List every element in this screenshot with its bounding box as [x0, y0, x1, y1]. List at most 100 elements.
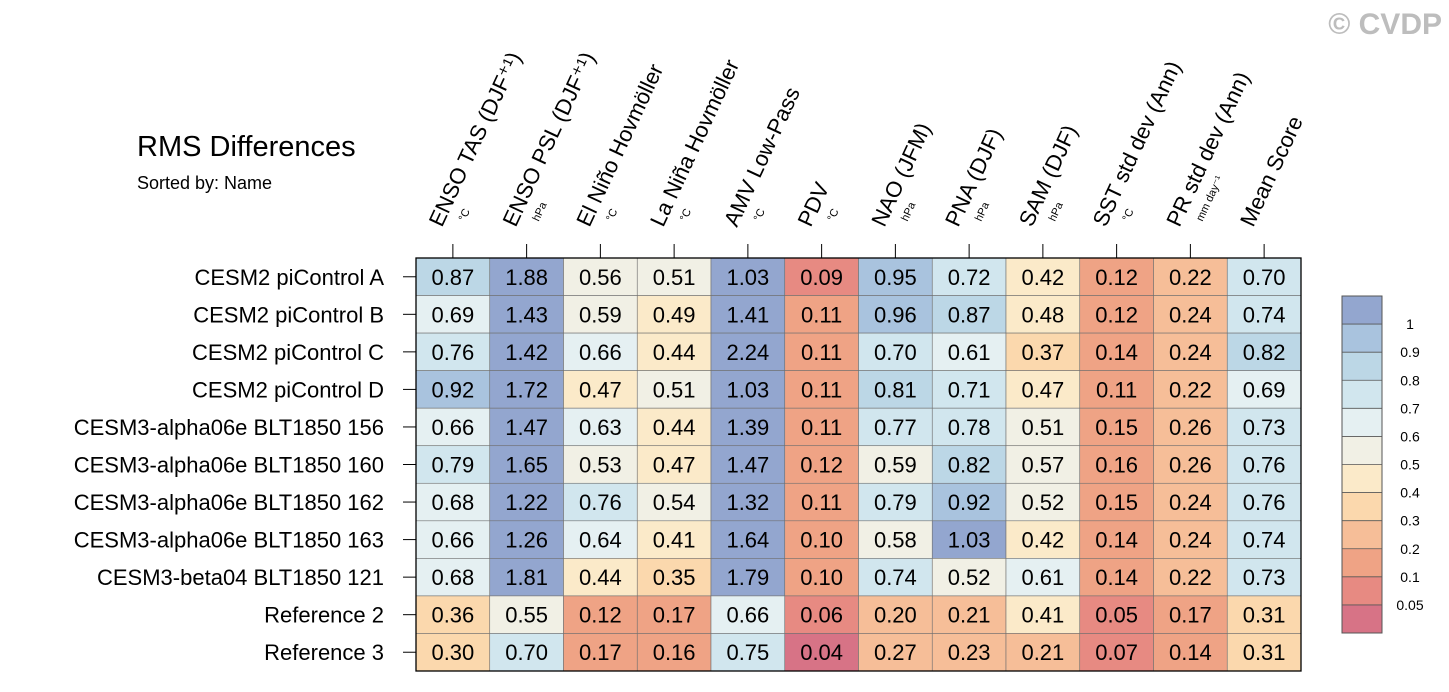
heatmap-cell [710, 633, 786, 672]
heatmap-cell [931, 257, 1007, 296]
heatmap-cell [1226, 520, 1302, 559]
cell-value: 0.53 [579, 453, 622, 478]
heatmap-cell [710, 520, 786, 559]
cell-value: 0.41 [653, 528, 696, 553]
row-label: Reference 2 [264, 603, 384, 628]
colorbar-swatch [1342, 576, 1382, 605]
cell-value: 1.88 [505, 265, 548, 290]
cell-value: 0.17 [1169, 603, 1212, 628]
column-unit: °C [825, 207, 841, 223]
cell-value: 0.79 [431, 453, 474, 478]
cell-value: 0.23 [948, 640, 991, 665]
cell-value: 0.81 [874, 377, 917, 402]
cell-value: 0.22 [1169, 565, 1212, 590]
heatmap-cell [489, 332, 564, 371]
heatmap-cell [931, 370, 1007, 409]
heatmap-cell [563, 520, 638, 559]
heatmap-cell [931, 332, 1007, 371]
column-unit: °C [1120, 207, 1136, 223]
heatmap-cell [563, 595, 638, 634]
cell-value: 0.16 [653, 640, 696, 665]
heatmap-cell [710, 370, 786, 409]
heatmap-cell [415, 407, 491, 447]
heatmap-cell [1153, 332, 1228, 371]
cell-value: 1.65 [505, 453, 548, 478]
cell-value: 0.10 [800, 528, 843, 553]
heatmap-cell [1226, 257, 1302, 296]
cell-value: 1.41 [726, 302, 769, 327]
cell-value: 1.64 [726, 528, 769, 553]
heatmap-cell [1005, 332, 1081, 371]
cell-value: 0.73 [1243, 415, 1286, 440]
heatmap-cell [858, 482, 933, 522]
cell-value: 0.70 [505, 640, 548, 665]
colorbar-label: 1 [1406, 316, 1414, 332]
heatmap-cell [1005, 257, 1081, 296]
cell-value: 0.12 [1095, 265, 1138, 290]
heatmap-cell [1005, 595, 1081, 634]
cell-value: 0.42 [1021, 265, 1064, 290]
heatmap-cell [784, 595, 859, 634]
heatmap-cell [710, 595, 786, 634]
cell-value: 0.59 [874, 453, 917, 478]
colorbar-swatch [1342, 324, 1382, 353]
cell-value: 0.52 [948, 565, 991, 590]
heatmap-cell [1226, 558, 1302, 597]
cell-value: 2.24 [726, 340, 769, 365]
heatmap-cell [1153, 295, 1228, 334]
heatmap-cell [489, 595, 564, 634]
column-unit: °C [678, 207, 694, 223]
heatmap-cell [784, 257, 859, 296]
cell-value: 0.96 [874, 302, 917, 327]
cell-value: 0.74 [1243, 302, 1286, 327]
cell-value: 0.51 [653, 265, 696, 290]
cell-value: 0.92 [948, 490, 991, 515]
heatmap-cell [1005, 633, 1081, 672]
column-unit: hPa [530, 200, 550, 224]
cell-value: 0.95 [874, 265, 917, 290]
cell-value: 0.44 [653, 415, 696, 440]
heatmap-cell [1226, 370, 1302, 409]
cell-value: 0.22 [1169, 377, 1212, 402]
cell-value: 0.22 [1169, 265, 1212, 290]
cell-value: 1.47 [505, 415, 548, 440]
chart-title: RMS Differences [137, 131, 356, 163]
colorbar-swatch [1342, 464, 1382, 493]
cell-value: 0.07 [1095, 640, 1138, 665]
column-headers: ENSO TAS (DJF⁺¹)°C ENSO PSL (DJF⁺¹)hPa El … [424, 48, 1308, 258]
cell-value: 0.16 [1095, 453, 1138, 478]
cell-value: 0.14 [1095, 528, 1138, 553]
column-unit: °C [604, 207, 620, 223]
heatmap-cell [858, 558, 933, 597]
cell-value: 0.82 [1243, 340, 1286, 365]
heatmap-cell [858, 633, 933, 672]
cell-value: 0.11 [801, 340, 842, 365]
cell-value: 0.24 [1169, 302, 1212, 327]
heatmap-cell [1153, 482, 1228, 522]
cell-value: 0.66 [579, 340, 622, 365]
heatmap-cell [415, 520, 491, 559]
colorbar-label: 0.05 [1396, 597, 1423, 613]
cell-value: 0.47 [653, 453, 696, 478]
heatmap-cell [563, 407, 638, 447]
cell-value: 0.51 [653, 377, 696, 402]
heatmap-cell [1079, 332, 1154, 371]
heatmap-cell [1079, 295, 1154, 334]
row-label: CESM3-beta04 BLT1850 121 [97, 565, 384, 590]
cell-value: 0.51 [1021, 415, 1064, 440]
cell-value: 0.11 [801, 415, 842, 440]
row-label: CESM2 piControl C [192, 340, 384, 365]
cell-value: 0.26 [1169, 453, 1212, 478]
cell-value: 0.77 [874, 415, 917, 440]
cell-value: 0.15 [1095, 415, 1138, 440]
colorbar-swatch [1342, 492, 1382, 521]
heatmap-cell [710, 407, 786, 447]
heatmap-cell [415, 558, 491, 597]
cell-value: 0.44 [653, 340, 696, 365]
cell-value: 0.11 [1096, 377, 1137, 402]
cell-value: 0.70 [874, 340, 917, 365]
colorbar-label: 0.4 [1400, 485, 1420, 501]
cell-value: 0.64 [579, 528, 622, 553]
colorbar-label: 0.8 [1400, 372, 1420, 388]
heatmap-cells: 0.87 1.88 0.56 0.51 1.03 0.09 0.95 0.72 0.42 0.12… [415, 257, 1302, 672]
